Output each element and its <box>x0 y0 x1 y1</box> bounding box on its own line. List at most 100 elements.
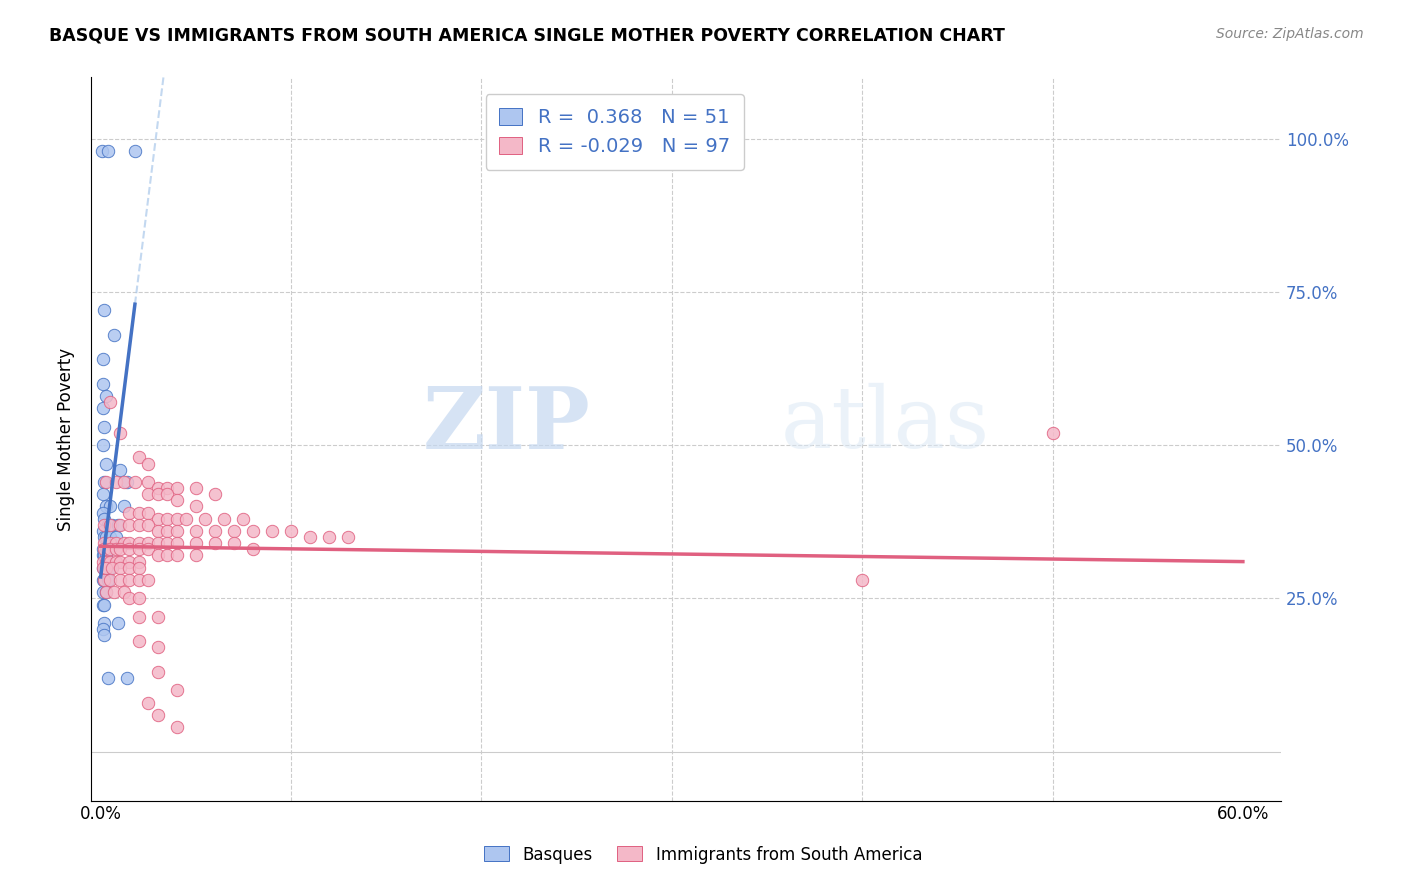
Point <box>91 401 114 416</box>
Point <box>91 524 114 538</box>
Point <box>146 609 169 624</box>
Point <box>184 549 207 563</box>
Point <box>91 549 114 563</box>
Point <box>93 549 115 563</box>
Point <box>146 512 169 526</box>
Point <box>136 573 159 587</box>
Point <box>91 352 114 367</box>
Point <box>214 512 236 526</box>
Point <box>128 591 150 606</box>
Point <box>146 665 169 679</box>
Point <box>128 450 150 465</box>
Point <box>104 555 127 569</box>
Point <box>299 530 322 544</box>
Y-axis label: Single Mother Poverty: Single Mother Poverty <box>58 348 75 531</box>
Point <box>184 481 207 495</box>
Point <box>124 475 146 489</box>
Point <box>108 517 131 532</box>
Point <box>93 598 115 612</box>
Point <box>98 555 121 569</box>
Point <box>98 542 121 557</box>
Point <box>93 517 115 532</box>
Point <box>194 512 217 526</box>
Point <box>93 573 115 587</box>
Point <box>91 560 114 574</box>
Point <box>136 487 159 501</box>
Point <box>166 720 188 734</box>
Point <box>166 549 188 563</box>
Point <box>184 500 207 514</box>
Text: ZIP: ZIP <box>423 383 591 467</box>
Point <box>98 530 121 544</box>
Text: atlas: atlas <box>782 383 990 467</box>
Point <box>117 475 139 489</box>
Point <box>118 560 141 574</box>
Text: Source: ZipAtlas.com: Source: ZipAtlas.com <box>1216 27 1364 41</box>
Point <box>146 536 169 550</box>
Point <box>318 530 340 544</box>
Point <box>222 536 245 550</box>
Point <box>96 549 118 563</box>
Point <box>93 530 115 544</box>
Point <box>176 512 198 526</box>
Point <box>222 524 245 538</box>
Point <box>101 560 124 574</box>
Point <box>97 573 120 587</box>
Point <box>108 463 131 477</box>
Point <box>136 457 159 471</box>
Point <box>128 634 150 648</box>
Point <box>98 573 121 587</box>
Point <box>146 524 169 538</box>
Point <box>136 475 159 489</box>
Point <box>184 536 207 550</box>
Point <box>851 573 873 587</box>
Point <box>104 536 127 550</box>
Point <box>93 573 115 587</box>
Point <box>103 585 125 599</box>
Point <box>96 475 118 489</box>
Point <box>96 585 118 599</box>
Point <box>93 475 115 489</box>
Point <box>128 506 150 520</box>
Point <box>93 419 115 434</box>
Point <box>98 395 121 409</box>
Point <box>112 585 135 599</box>
Point <box>112 536 135 550</box>
Point <box>93 512 115 526</box>
Point <box>156 512 179 526</box>
Point <box>146 549 169 563</box>
Point <box>156 487 179 501</box>
Point <box>91 487 114 501</box>
Point <box>118 542 141 557</box>
Point <box>136 536 159 550</box>
Point <box>136 696 159 710</box>
Point <box>166 536 188 550</box>
Point <box>91 555 114 569</box>
Point <box>128 517 150 532</box>
Point <box>96 389 118 403</box>
Point <box>96 500 118 514</box>
Point <box>97 144 120 158</box>
Point <box>166 524 188 538</box>
Legend: Basques, Immigrants from South America: Basques, Immigrants from South America <box>477 839 929 871</box>
Point <box>128 573 150 587</box>
Point <box>108 560 131 574</box>
Point <box>337 530 360 544</box>
Point <box>98 560 121 574</box>
Point <box>146 640 169 655</box>
Point <box>204 536 226 550</box>
Point <box>156 524 179 538</box>
Point <box>124 144 146 158</box>
Point <box>166 493 188 508</box>
Point <box>93 536 115 550</box>
Point <box>136 517 159 532</box>
Point <box>90 144 112 158</box>
Point <box>104 475 127 489</box>
Point <box>97 671 120 685</box>
Point <box>117 671 139 685</box>
Point <box>118 517 141 532</box>
Point <box>96 555 118 569</box>
Point <box>108 542 131 557</box>
Point <box>128 560 150 574</box>
Point <box>118 573 141 587</box>
